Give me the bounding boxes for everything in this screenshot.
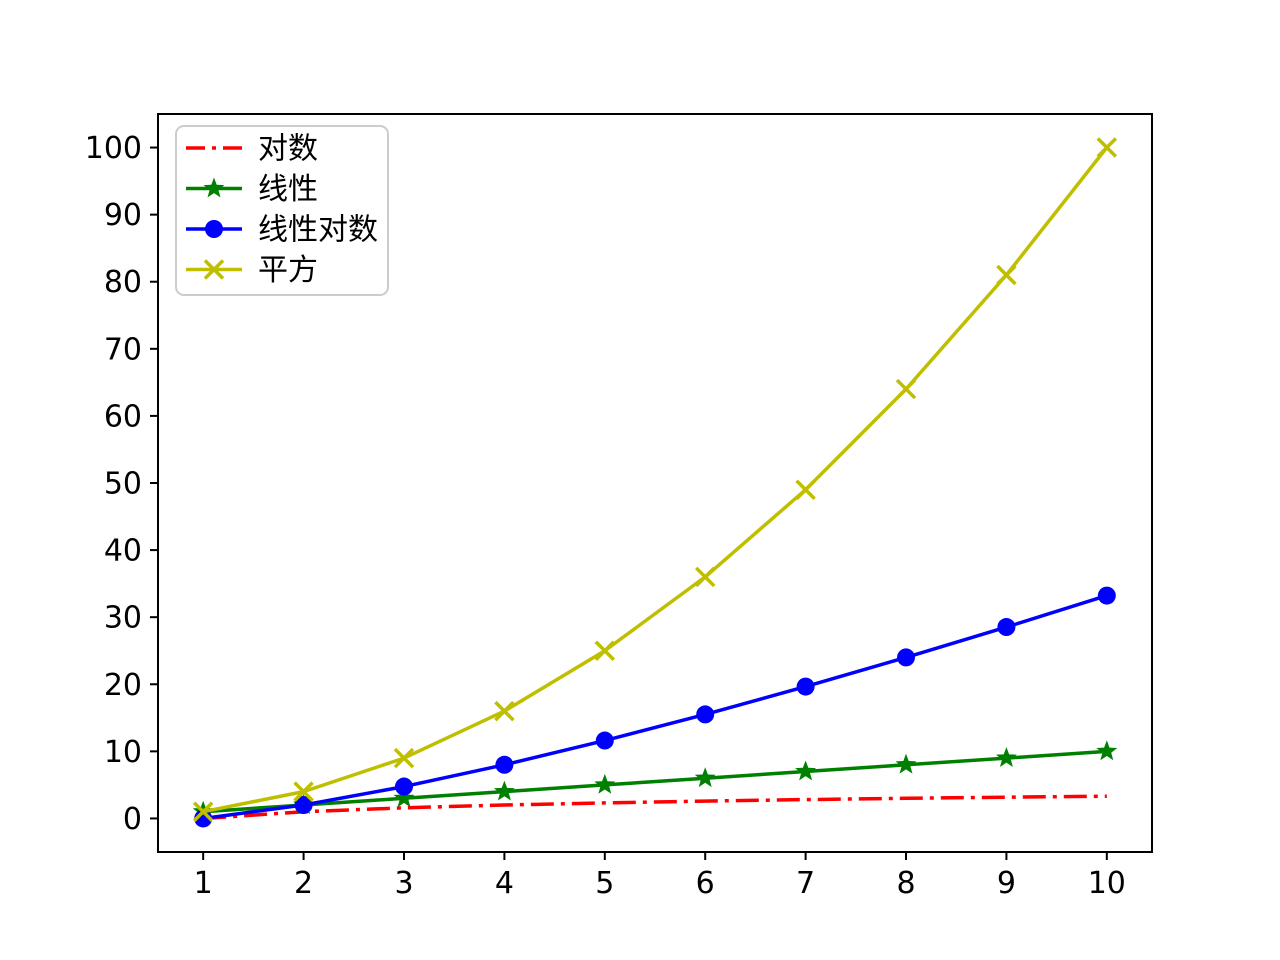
circle-marker xyxy=(997,618,1016,637)
y-tick-label: 100 xyxy=(85,131,142,166)
x-tick-label: 5 xyxy=(595,866,614,901)
y-tick-label: 80 xyxy=(104,265,142,300)
circle-marker xyxy=(595,731,614,750)
x-tick-label: 9 xyxy=(997,866,1016,901)
y-tick-label: 90 xyxy=(104,198,142,233)
circle-marker xyxy=(394,777,413,796)
legend-label: 线性 xyxy=(258,172,318,207)
star-marker xyxy=(393,787,415,808)
y-tick-label: 30 xyxy=(104,601,142,636)
x-marker xyxy=(594,640,616,661)
legend-box xyxy=(175,125,389,296)
x-marker xyxy=(393,747,415,769)
y-tick-label: 40 xyxy=(104,534,142,569)
x-tick-label: 10 xyxy=(1088,866,1126,901)
x-marker xyxy=(192,801,214,822)
x-tick-label: 6 xyxy=(696,866,715,901)
star-marker xyxy=(795,760,817,781)
x-tick-label: 7 xyxy=(796,866,815,901)
legend-label: 平方 xyxy=(258,253,318,288)
x-marker xyxy=(996,264,1017,286)
x-marker xyxy=(895,378,917,400)
x-marker xyxy=(293,781,314,802)
circle-marker xyxy=(294,796,313,815)
star-marker xyxy=(493,780,515,801)
star-marker xyxy=(694,767,716,788)
x-marker xyxy=(795,479,816,500)
y-tick-label: 0 xyxy=(123,802,142,837)
x-tick-label: 2 xyxy=(294,866,313,901)
circle-marker xyxy=(495,755,514,774)
circle-marker xyxy=(897,648,916,667)
series-line-3 xyxy=(202,146,1109,814)
legend-item: 对数 xyxy=(186,132,318,167)
x-marker xyxy=(203,259,225,280)
circle-marker xyxy=(696,705,715,724)
circle-marker xyxy=(205,220,223,238)
series-line-0 xyxy=(203,794,1107,821)
series-line-2 xyxy=(202,593,1108,821)
y-tick-label: 20 xyxy=(104,668,142,703)
legend-item: 线性对数 xyxy=(186,213,378,248)
x-tick-label: 8 xyxy=(896,866,915,901)
x-marker xyxy=(1096,137,1118,158)
star-marker xyxy=(594,773,616,794)
legend-label: 对数 xyxy=(258,132,318,167)
y-tick-label: 10 xyxy=(104,735,142,770)
star-marker xyxy=(1096,740,1118,761)
y-tick-label: 60 xyxy=(104,399,142,434)
series-line-1 xyxy=(203,749,1107,814)
x-marker xyxy=(494,700,515,722)
y-tick-label: 50 xyxy=(104,467,142,502)
legend-item: 平方 xyxy=(186,253,318,288)
series-layer xyxy=(192,137,1118,828)
x-tick-label: 4 xyxy=(495,866,514,901)
star-marker xyxy=(995,747,1017,767)
x-marker xyxy=(694,566,716,588)
star-marker xyxy=(895,753,917,774)
circle-marker xyxy=(796,677,815,696)
y-tick-label: 70 xyxy=(104,332,142,367)
circle-marker xyxy=(1097,586,1116,605)
star-marker xyxy=(203,177,225,198)
x-tick-label: 3 xyxy=(394,866,413,901)
legend-label: 线性对数 xyxy=(258,213,378,248)
x-tick-label: 1 xyxy=(194,866,213,901)
legend-item: 线性 xyxy=(186,172,318,207)
